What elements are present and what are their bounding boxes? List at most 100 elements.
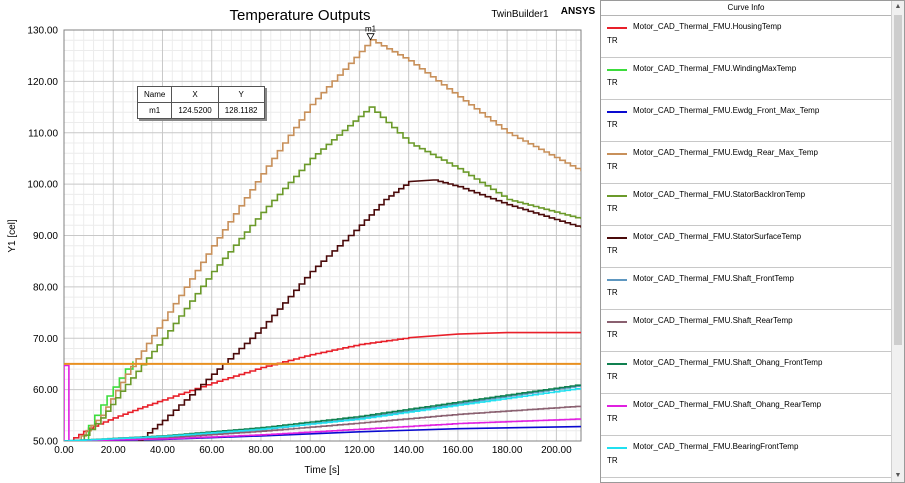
legend-swatch [607,195,627,197]
y-tick-label: 130.00 [27,26,58,37]
legend-swatch [607,111,627,113]
legend-sub: TR [607,246,618,255]
legend-sub: TR [607,78,618,87]
y-tick-label: 80.00 [33,282,58,293]
marker-col-x: X [171,86,219,103]
legend-item[interactable]: Motor_CAD_Thermal_FMU.StatorBackIronTemp… [601,184,891,226]
legend-sub: TR [607,372,618,381]
x-tick-label: 180.00 [492,445,523,456]
x-tick-label: 60.00 [199,445,224,456]
legend-swatch [607,69,627,71]
series-line-10 [64,388,581,441]
series-line-5 [137,179,581,441]
y-tick-label: 110.00 [28,128,58,139]
legend-swatch [607,321,627,323]
chart-svg: Temperature Outputs TwinBuilder1 ANSYS 0… [7,6,596,476]
x-tick-label: 100.00 [295,445,326,456]
y-tick-label: 60.00 [33,385,58,396]
legend-name: Motor_CAD_Thermal_FMU.HousingTemp [633,22,782,31]
legend-item[interactable]: Motor_CAD_Thermal_FMU.HousingTemp TR [601,16,891,58]
legend-name: Motor_CAD_Thermal_FMU.WindingMaxTemp [633,64,797,73]
marker-x-cell: 124.5200 [171,102,219,119]
marker-label: m1 [365,25,377,34]
legend-item[interactable]: Motor_CAD_Thermal_FMU.Shaft_Ohang_FrontT… [601,352,891,394]
legend-sub: TR [607,120,618,129]
y-tick-label: 90.00 [33,231,58,242]
legend-panel[interactable]: Curve Info Motor_CAD_Thermal_FMU.Housing… [600,0,905,483]
series-line-7 [64,405,581,441]
legend-name: Motor_CAD_Thermal_FMU.Shaft_RearTemp [633,316,793,325]
x-tick-label: 40.00 [150,445,175,456]
scroll-thumb[interactable] [894,15,902,345]
chart-title: Temperature Outputs [230,7,371,24]
y-axis-label: Y1 [cel] [7,219,18,253]
brand-label: ANSYS [561,6,596,17]
legend-item[interactable]: Motor_CAD_Thermal_FMU.Shaft_Ohang_RearTe… [601,394,891,436]
y-tick-label: 100.00 [27,180,58,191]
legend-item[interactable]: Motor_CAD_Thermal_FMU.StatorSurfaceTemp T… [601,226,891,268]
marker-col-y: Y [217,86,265,103]
project-label: TwinBuilder1 [491,9,549,20]
series-line-4 [78,106,581,441]
x-tick-label: 80.00 [248,445,273,456]
x-tick-label: 160.00 [443,445,474,456]
legend-item[interactable]: Motor_CAD_Thermal_FMU.Ewdg_Front_Max_Tem… [601,100,891,142]
x-tick-label: 200.00 [541,445,572,456]
chart-area: Temperature Outputs TwinBuilder1 ANSYS 0… [7,6,596,476]
legend-sub: TR [607,330,618,339]
x-axis-label: Time [s] [304,465,339,476]
legend-name: Motor_CAD_Thermal_FMU.Shaft_Ohang_RearTe… [633,400,822,409]
legend-swatch [607,153,627,155]
legend-item[interactable]: Motor_CAD_Thermal_FMU.Ewdg_Rear_Max_Temp… [601,142,891,184]
marker-col-name: Name [136,86,173,103]
marker-table-header: Name X Y [136,86,265,103]
x-tick-label: 140.00 [393,445,424,456]
marker-triangle [366,33,375,41]
legend-swatch [607,363,627,365]
legend-sub: TR [607,456,618,465]
legend-swatch [607,279,627,281]
x-tick-label: 0.00 [54,445,74,456]
legend-sub: TR [607,288,618,297]
legend-scrollbar[interactable]: ▲ ▼ [891,1,904,482]
x-tick-label: 120.00 [344,445,375,456]
legend-item[interactable]: Motor_CAD_Thermal_FMU.BearingFrontTemp TR [601,436,891,478]
marker-table-row: m1 124.5200 128.1182 [136,102,265,119]
series-line-0 [68,331,581,441]
legend-sub: TR [607,204,618,213]
legend-swatch [607,405,627,407]
legend-list: Motor_CAD_Thermal_FMU.HousingTemp TR Motor… [601,16,891,478]
legend-swatch [607,27,627,29]
legend-header: Curve Info [601,1,891,16]
marker-name-cell: m1 [136,102,173,119]
y-tick-label: 70.00 [33,334,58,345]
scroll-up-icon[interactable]: ▲ [894,3,902,10]
legend-name: Motor_CAD_Thermal_FMU.StatorBackIronTemp [633,190,806,199]
legend-name: Motor_CAD_Thermal_FMU.Ewdg_Rear_Max_Temp [633,148,818,157]
tick-layer: 0.00 20.00 40.00 60.00 80.00 100.00 120.00 140.… [27,26,572,457]
legend-swatch [607,447,627,449]
series-line-9 [64,364,581,441]
scroll-down-icon[interactable]: ▼ [894,472,902,479]
legend-sub: TR [607,162,618,171]
legend-sub: TR [607,36,618,45]
legend-name: Motor_CAD_Thermal_FMU.StatorSurfaceTemp [633,232,802,241]
legend-name: Motor_CAD_Thermal_FMU.BearingFrontTemp [633,442,799,451]
legend-name: Motor_CAD_Thermal_FMU.Shaft_Ohang_FrontT… [633,358,823,367]
legend-item[interactable]: Motor_CAD_Thermal_FMU.Shaft_RearTemp TR [601,310,891,352]
legend-name: Motor_CAD_Thermal_FMU.Ewdg_Front_Max_Tem… [633,106,820,115]
marker-y-cell: 128.1182 [217,102,265,119]
marker-table[interactable]: Name X Y m1 124.5200 128.1182 [136,86,265,119]
series-line-8 [64,384,581,441]
marker-layer: m1 [365,25,377,41]
x-tick-label: 20.00 [101,445,126,456]
series-layer [64,39,581,441]
legend-swatch [607,237,627,239]
legend-item[interactable]: Motor_CAD_Thermal_FMU.Shaft_FrontTemp TR [601,268,891,310]
plot-frame [63,29,582,442]
legend-name: Motor_CAD_Thermal_FMU.Shaft_FrontTemp [633,274,794,283]
y-tick-label: 50.00 [33,437,58,448]
y-tick-label: 120.00 [27,77,58,88]
series-line-3 [76,39,581,441]
legend-item[interactable]: Motor_CAD_Thermal_FMU.WindingMaxTemp TR [601,58,891,100]
